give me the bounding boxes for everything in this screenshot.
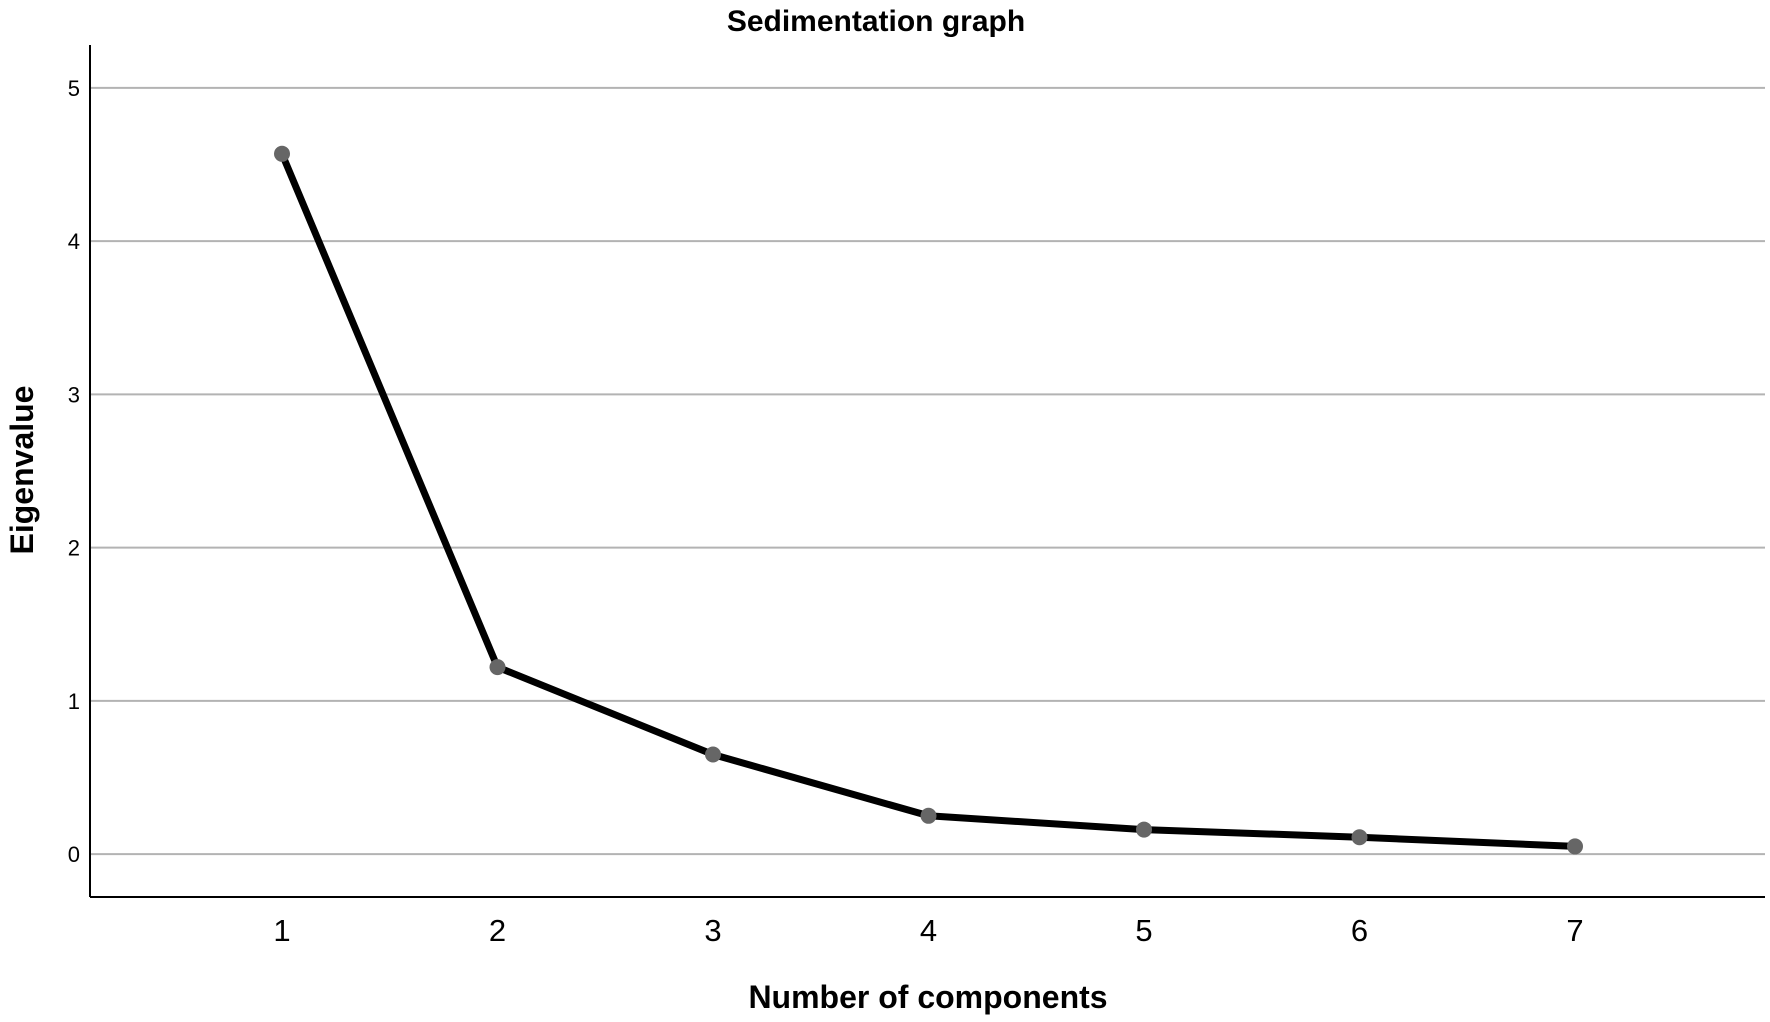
y-tick-label-4: 4 (68, 229, 80, 254)
data-point-1 (274, 145, 290, 162)
data-point-5 (1136, 821, 1152, 838)
chart-title: Sedimentation graph (727, 5, 1025, 38)
axes (89, 45, 1765, 898)
eigenvalue-line (278, 150, 1579, 850)
data-point-4 (920, 807, 937, 824)
y-tick-label-2: 2 (68, 536, 80, 561)
data-point-7 (1567, 838, 1583, 855)
x-tick-label-6: 6 (1351, 913, 1368, 948)
x-tick-label-1: 1 (273, 913, 290, 948)
y-axis-ticks: 0 1 2 3 4 5 (68, 76, 80, 867)
y-tick-label-1: 1 (68, 689, 80, 714)
series-eigenvalue (274, 145, 1583, 855)
y-tick-label-3: 3 (68, 382, 80, 407)
y-tick-label-0: 0 (68, 842, 80, 867)
x-axis-ticks: 1 2 3 4 5 6 7 (273, 913, 1583, 948)
x-tick-label-4: 4 (920, 913, 937, 948)
data-point-6 (1351, 829, 1368, 846)
gridlines (90, 86, 1765, 856)
x-tick-label-2: 2 (489, 913, 506, 948)
y-axis-title: Eigenvalue (4, 386, 40, 555)
data-point-3 (705, 746, 721, 763)
y-tick-label-5: 5 (68, 76, 80, 101)
x-tick-label-7: 7 (1566, 913, 1583, 948)
data-point-2 (489, 659, 506, 676)
x-tick-label-5: 5 (1135, 913, 1152, 948)
x-axis-title: Number of components (748, 979, 1107, 1015)
x-tick-label-3: 3 (704, 913, 721, 948)
